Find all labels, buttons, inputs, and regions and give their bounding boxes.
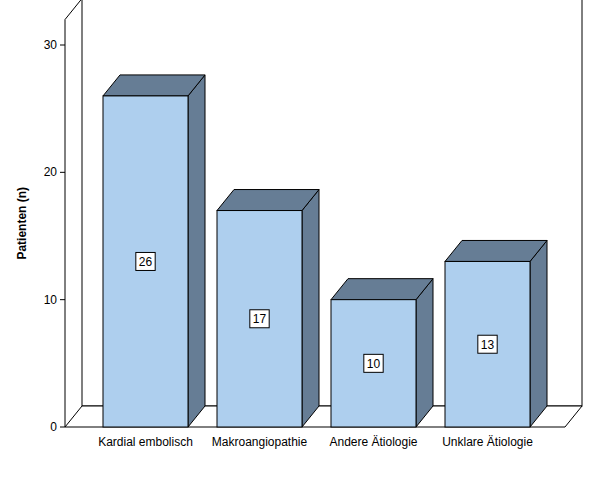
y-axis-label: Patienten (n) (15, 187, 29, 260)
data-label-box: 17 (250, 310, 269, 328)
y-tick (60, 172, 65, 173)
x-tick-label: Andere Ätiologie (329, 435, 417, 449)
data-label: 13 (481, 338, 495, 352)
data-label: 10 (367, 357, 381, 371)
y-tick-label: 30 (44, 38, 58, 52)
x-tick-label: Makroangiopathie (212, 435, 308, 449)
bars (103, 75, 547, 427)
x-tick-label: Kardial embolisch (98, 435, 193, 449)
y-tick-label: 10 (44, 293, 58, 307)
bar-front (217, 211, 302, 427)
data-label-box: 10 (364, 354, 383, 372)
bar (217, 190, 319, 427)
depth-edge (65, 0, 82, 20)
bar-front (103, 96, 188, 427)
labels: 26 Kardial embolisch 17 Makroangiopathie 10 A… (98, 252, 533, 449)
bar-side (416, 279, 433, 427)
bar-top (103, 75, 205, 96)
y-tick-label: 20 (44, 165, 58, 179)
y-tick (60, 427, 65, 428)
y-tick-label: 0 (50, 420, 57, 434)
data-label-box: 26 (136, 252, 155, 270)
bar (331, 279, 433, 427)
bar (103, 75, 205, 427)
data-label-bg (478, 335, 497, 353)
bar-side (302, 190, 319, 427)
x-tick-label: Unklare Ätiologie (442, 435, 533, 449)
frame (65, 0, 582, 427)
data-label: 17 (253, 312, 267, 326)
bar-side (530, 240, 547, 427)
bar (445, 240, 547, 427)
y-axis (65, 20, 66, 427)
bar-side (188, 75, 205, 427)
bar-front (331, 300, 416, 427)
bar-front (445, 261, 530, 427)
data-label-bg (136, 252, 155, 270)
y-tick (60, 299, 65, 300)
data-label-bg (364, 354, 383, 372)
bar-top (217, 190, 319, 211)
data-label-box: 13 (478, 335, 497, 353)
chart: 0 10 20 30 Patienten (n) 26 Kardial embolisch 1… (0, 0, 598, 477)
data-label-bg (250, 310, 269, 328)
bar-top (445, 240, 547, 261)
bar-top (331, 279, 433, 300)
y-tick (60, 45, 65, 46)
data-label: 26 (139, 255, 153, 269)
